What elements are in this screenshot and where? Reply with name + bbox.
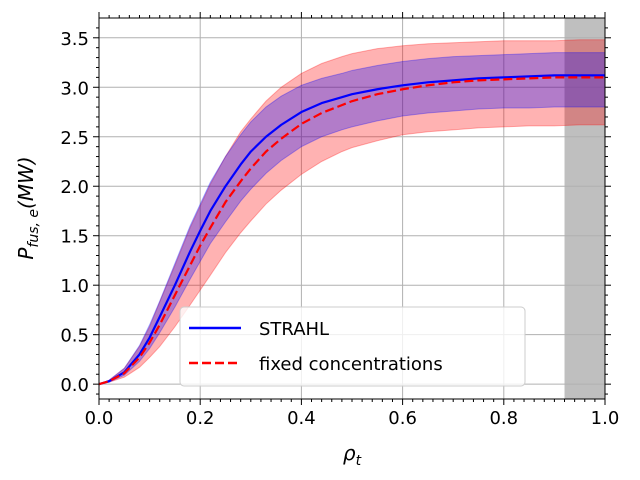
x-tick-label: 0.4 (287, 408, 316, 429)
x-tick-label: 1.0 (591, 408, 620, 429)
y-axis-label: Pfus, e(MW) (14, 156, 42, 259)
y-tick-label: 3.5 (60, 29, 89, 50)
y-tick-label: 2.5 (60, 128, 89, 149)
line-strahl (98, 74, 605, 386)
legend-label-strahl: STRAHL (259, 319, 329, 340)
shaded-region (564, 18, 605, 399)
line-fixed-concentrations (98, 76, 605, 386)
y-tick-label: 3.0 (60, 78, 89, 99)
y-axis-label-tail: (MW) (14, 156, 38, 209)
y-tick-label: 0.5 (60, 326, 89, 347)
plot-frame (98, 17, 606, 400)
x-axis-label: ρt (343, 441, 362, 469)
x-axis-label-sub: t (356, 453, 362, 469)
y-tick-label: 1.0 (60, 276, 89, 297)
x-tick-label: 0.0 (85, 408, 114, 429)
y-axis-label-sub: fus, e (26, 209, 42, 248)
legend-label-fixed: fixed concentrations (259, 354, 443, 375)
y-tick-label: 1.5 (60, 227, 89, 248)
y-tick-label: 0.0 (60, 375, 89, 396)
x-tick-label: 0.8 (489, 408, 518, 429)
legend-box (179, 306, 526, 387)
x-tick-label: 0.6 (388, 408, 417, 429)
x-tick-label: 0.2 (186, 408, 215, 429)
line-layer (98, 74, 605, 386)
y-tick-label: 2.0 (60, 177, 89, 198)
legend: STRAHL fixed concentrations (179, 306, 526, 387)
shaded-region-layer (564, 18, 605, 399)
